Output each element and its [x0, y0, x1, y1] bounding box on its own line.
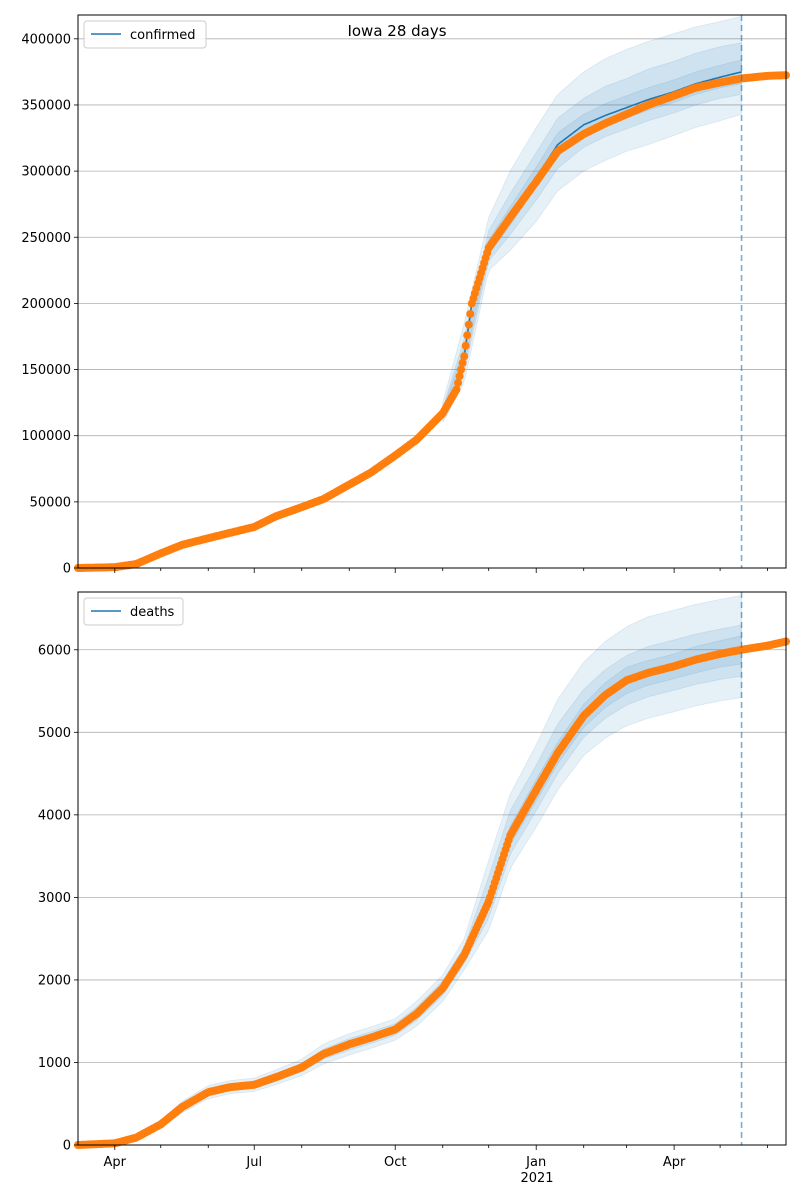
confirmed-observed-point [464, 320, 473, 329]
deaths-y-tick-label: 2000 [38, 973, 71, 988]
confirmed-y-tick-label: 0 [63, 562, 71, 577]
x-tick-label: Jul [245, 1155, 262, 1170]
confirmed-y-tick-label: 250000 [21, 231, 71, 246]
confirmed-y-tick-label: 400000 [21, 32, 71, 47]
x-tick-label: Oct [384, 1155, 406, 1170]
deaths-y-tick-label: 0 [63, 1139, 71, 1154]
confirmed-y-tick-label: 150000 [21, 363, 71, 378]
confirmed-outer-band [442, 15, 742, 423]
confirmed-observed-point [452, 385, 461, 394]
deaths-plot-frame [77, 591, 787, 1146]
confirmed-legend-box [83, 20, 207, 49]
confirmed-legend: confirmed [83, 20, 207, 49]
x-tick-label: Apr [104, 1155, 127, 1170]
deaths-legend-box [83, 597, 184, 626]
confirmed-observed-point [458, 358, 467, 367]
deaths-y-tick-label: 5000 [38, 726, 71, 741]
confirmed-observed-point [461, 341, 470, 350]
confirmed-observed-points [74, 71, 790, 572]
deaths-observed-points [74, 637, 790, 1149]
confirmed-observed-point [466, 310, 475, 318]
confirmed-y-tick-label: 350000 [21, 98, 71, 113]
confirmed-observed-point [455, 372, 464, 381]
deaths-y-tick-label: 4000 [38, 808, 71, 823]
confirmed-y-tick-label: 300000 [21, 165, 71, 180]
confirmed-y-tick-label: 200000 [21, 297, 71, 312]
confirmed-plot-frame [77, 14, 787, 569]
chart-title: Iowa 28 days [347, 22, 446, 40]
confirmed-x-axis [114, 568, 769, 573]
x-tick-label: Jan [525, 1155, 546, 1170]
x-year-label: 2021 [520, 1171, 553, 1186]
deaths-legend: deaths [83, 597, 184, 626]
confirmed-observed-point [463, 331, 472, 340]
deaths-y-tick-label: 6000 [38, 643, 71, 658]
deaths-legend-label: deaths [130, 605, 175, 620]
deaths-x-axis: Apr Jul Oct Jan Apr [104, 1145, 769, 1170]
confirmed-y-axis: 0 50000 100000 150000 200000 250000 300000 3500… [21, 32, 78, 577]
confirmed-y-tick-label: 100000 [21, 429, 71, 444]
deaths-y-axis: 0 1000 2000 3000 4000 5000 6000 [38, 643, 78, 1154]
deaths-gridlines [78, 649, 786, 1063]
confirmed-observed-point [457, 365, 466, 374]
deaths-y-tick-label: 1000 [38, 1056, 71, 1071]
confirmed-panel: 0 50000 100000 150000 200000 250000 300000 3500… [21, 14, 790, 577]
confirmed-observed-point [454, 378, 463, 387]
deaths-y-tick-label: 3000 [38, 891, 71, 906]
confirmed-observed-point [460, 352, 469, 361]
confirmed-legend-label: confirmed [130, 28, 196, 43]
x-tick-label: Apr [663, 1155, 686, 1170]
confirmed-y-tick-label: 50000 [30, 495, 71, 510]
